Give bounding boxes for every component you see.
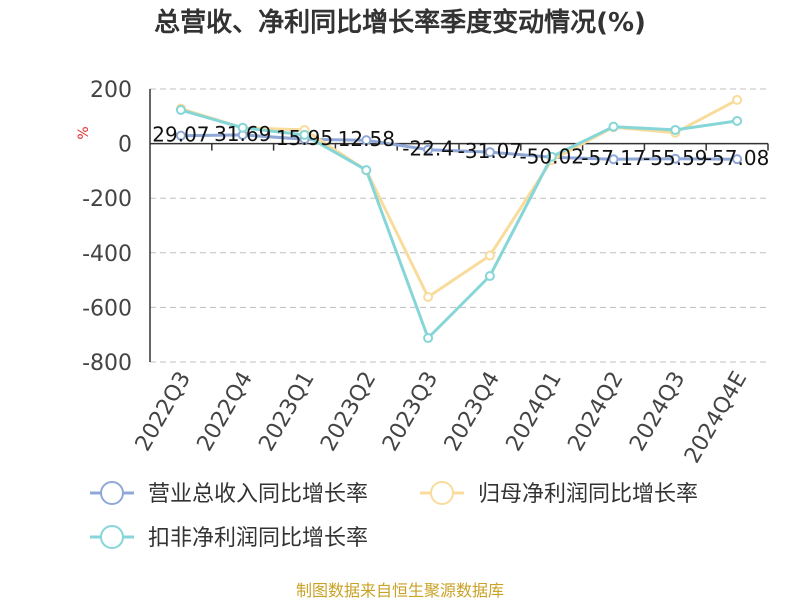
series-group [175, 94, 743, 343]
y-tick-label: 0 [118, 133, 132, 158]
data-point [670, 124, 681, 135]
y-axis-label: % [76, 126, 92, 139]
y-tick-label: -800 [82, 351, 132, 376]
data-label: 31.69 [214, 122, 271, 146]
x-tick-label: 2022Q3 [131, 368, 196, 456]
data-point [175, 130, 186, 141]
legend-marker [430, 481, 454, 505]
series-line [180, 133, 738, 161]
x-tick-label: 2024Q1 [502, 368, 567, 456]
legend-marker [100, 481, 124, 505]
data-point [732, 115, 743, 126]
series-3 [175, 105, 743, 343]
grid-lines [150, 88, 768, 363]
legend-item-3[interactable]: 扣非净利润同比增长率 [90, 525, 368, 551]
data-point [361, 135, 372, 146]
data-label: -55.59 [643, 146, 707, 170]
data-point [423, 332, 434, 343]
data-label: -50.02 [519, 144, 583, 168]
x-tick-label: 2023Q1 [254, 368, 319, 456]
data-point [175, 105, 186, 116]
x-tick-label: 2024Q2 [563, 368, 628, 456]
data-label: -57.08 [705, 146, 769, 170]
legend-item-1[interactable]: 营业总收入同比增长率 [90, 481, 368, 507]
x-tick-labels: 2022Q32022Q42023Q12023Q22023Q32023Q42024… [131, 367, 753, 467]
data-label: -22.4 [402, 137, 454, 161]
series-line [180, 108, 738, 340]
data-point [732, 154, 743, 165]
data-point [608, 121, 619, 132]
legend-label: 营业总收入同比增长率 [148, 482, 368, 507]
legend-label: 归母净利润同比增长率 [478, 482, 698, 507]
data-point [608, 154, 619, 165]
x-tick-label: 2023Q2 [316, 368, 381, 456]
y-tick-label: -200 [82, 187, 132, 212]
data-point [423, 292, 434, 303]
data-point [484, 271, 495, 282]
y-tick-labels: 200 0 -200 -400 -600 -800 [82, 78, 132, 376]
data-label: -31.07 [458, 139, 522, 163]
chart-title: 总营收、净利同比增长率季度变动情况(%) [154, 8, 646, 38]
source-footer: 制图数据来自恒生聚源数据库 [295, 581, 504, 600]
data-labels: 29.07 31.69 15.95 12.58 -22.4 -31.07-50.02-57… [152, 122, 769, 170]
series-line [180, 98, 738, 299]
x-tick-label: 2024Q4E [680, 368, 752, 468]
x-tick-label: 2023Q3 [378, 367, 443, 455]
data-point [484, 147, 495, 158]
legend-marker [100, 525, 124, 549]
x-tick-label: 2023Q4 [440, 368, 505, 456]
y-tick-label: -600 [82, 296, 132, 321]
x-tick-label: 2022Q4 [193, 368, 258, 456]
legend-item-2[interactable]: 归母净利润同比增长率 [420, 481, 698, 507]
data-point [423, 144, 434, 155]
x-tick-label: 2024Q3 [625, 368, 690, 456]
data-point [732, 94, 743, 105]
data-point [484, 250, 495, 261]
y-tick-label: 200 [90, 78, 132, 103]
data-point [361, 165, 372, 176]
data-label: 12.58 [338, 127, 395, 151]
data-point [299, 129, 310, 140]
y-tick-label: -400 [82, 242, 132, 267]
data-point [237, 122, 248, 133]
legend-label: 扣非净利润同比增长率 [148, 526, 368, 551]
data-point [670, 153, 681, 164]
data-label: 15.95 [276, 126, 333, 150]
data-point [546, 151, 557, 162]
data-label: -57.17 [581, 146, 645, 170]
data-label: 29.07 [152, 123, 209, 147]
